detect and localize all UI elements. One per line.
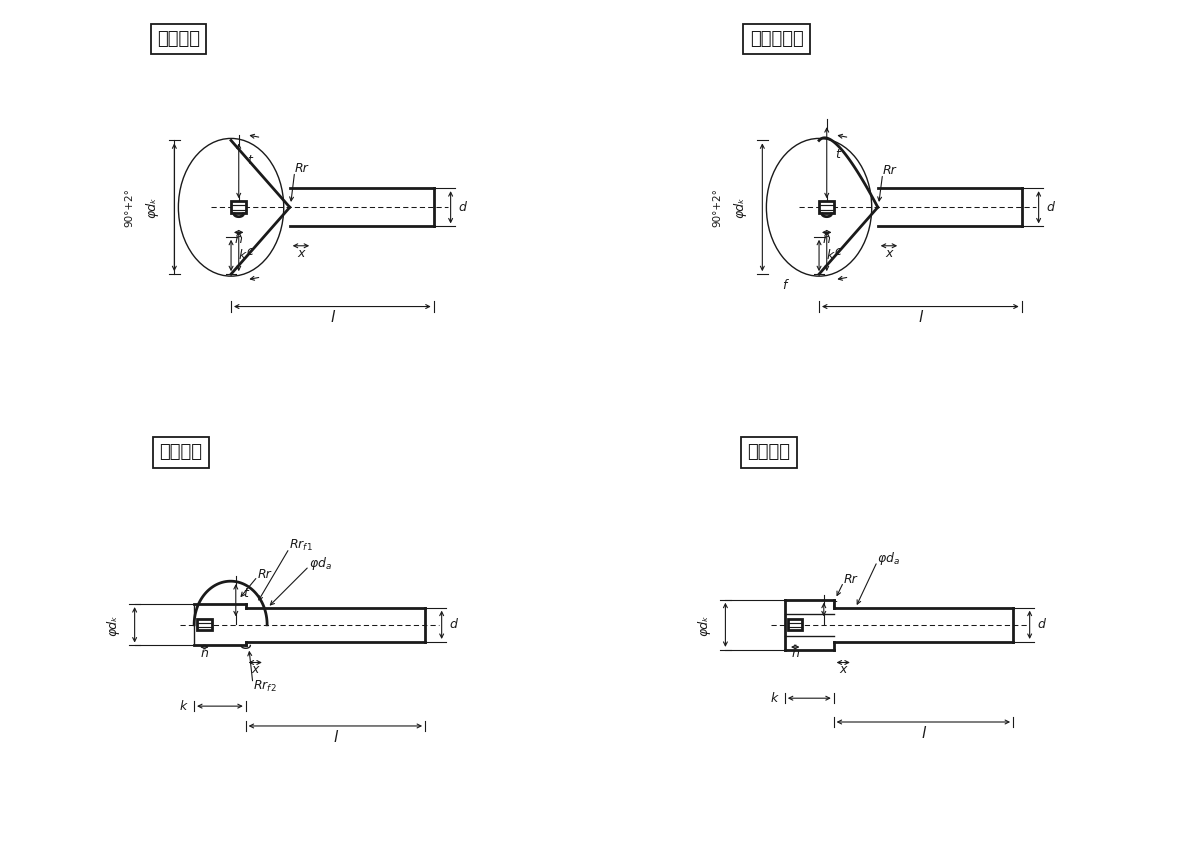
Text: φd$_a$: φd$_a$ xyxy=(877,549,900,566)
Text: t: t xyxy=(830,598,836,611)
Bar xyxy=(232,201,246,214)
Text: t: t xyxy=(242,587,248,599)
Text: t: t xyxy=(247,154,252,167)
Text: n: n xyxy=(823,233,830,246)
Text: 平小ねじ: 平小ねじ xyxy=(748,443,791,462)
Text: n: n xyxy=(200,647,209,660)
Text: l: l xyxy=(330,311,335,326)
Text: k: k xyxy=(770,692,778,705)
Text: 90°+2°: 90°+2° xyxy=(713,188,722,227)
Text: d: d xyxy=(458,201,467,214)
Text: l: l xyxy=(334,729,337,744)
Text: Rr: Rr xyxy=(258,567,271,581)
Text: φdₖ: φdₖ xyxy=(145,197,158,218)
Text: t: t xyxy=(835,148,840,161)
Text: x: x xyxy=(252,663,259,676)
Text: 丸皿小ねじ: 丸皿小ねじ xyxy=(750,30,803,48)
Text: Rr$_{f2}$: Rr$_{f2}$ xyxy=(253,679,276,694)
Text: c: c xyxy=(246,245,253,257)
Text: d: d xyxy=(1038,619,1045,631)
Text: Rr: Rr xyxy=(295,162,308,176)
Text: x: x xyxy=(298,247,305,260)
Text: φdₖ: φdₖ xyxy=(697,614,710,636)
Text: k: k xyxy=(827,249,834,262)
Text: Rr: Rr xyxy=(844,573,857,586)
Text: 90°+2°: 90°+2° xyxy=(125,188,134,227)
Text: f: f xyxy=(782,279,787,292)
Text: Rr$_{f1}$: Rr$_{f1}$ xyxy=(289,538,313,553)
Text: φdₖ: φdₖ xyxy=(733,197,746,218)
Text: Rr: Rr xyxy=(883,165,896,177)
Bar xyxy=(788,619,803,630)
Text: l: l xyxy=(918,311,923,326)
Text: φd$_a$: φd$_a$ xyxy=(310,555,332,572)
Text: d: d xyxy=(450,619,457,631)
Text: n: n xyxy=(791,647,799,660)
Text: 皿小ねじ: 皿小ねじ xyxy=(157,30,200,48)
Bar xyxy=(197,619,211,630)
Text: l: l xyxy=(922,726,925,740)
Text: x: x xyxy=(886,247,893,260)
Text: x: x xyxy=(840,663,847,676)
Text: k: k xyxy=(239,249,246,262)
Text: φdₖ: φdₖ xyxy=(107,614,119,636)
Text: c: c xyxy=(834,245,841,257)
Text: d: d xyxy=(1046,201,1055,214)
Bar xyxy=(820,201,834,214)
Text: n: n xyxy=(235,233,242,246)
Text: k: k xyxy=(180,700,187,712)
Text: 丸小ねじ: 丸小ねじ xyxy=(160,443,203,462)
